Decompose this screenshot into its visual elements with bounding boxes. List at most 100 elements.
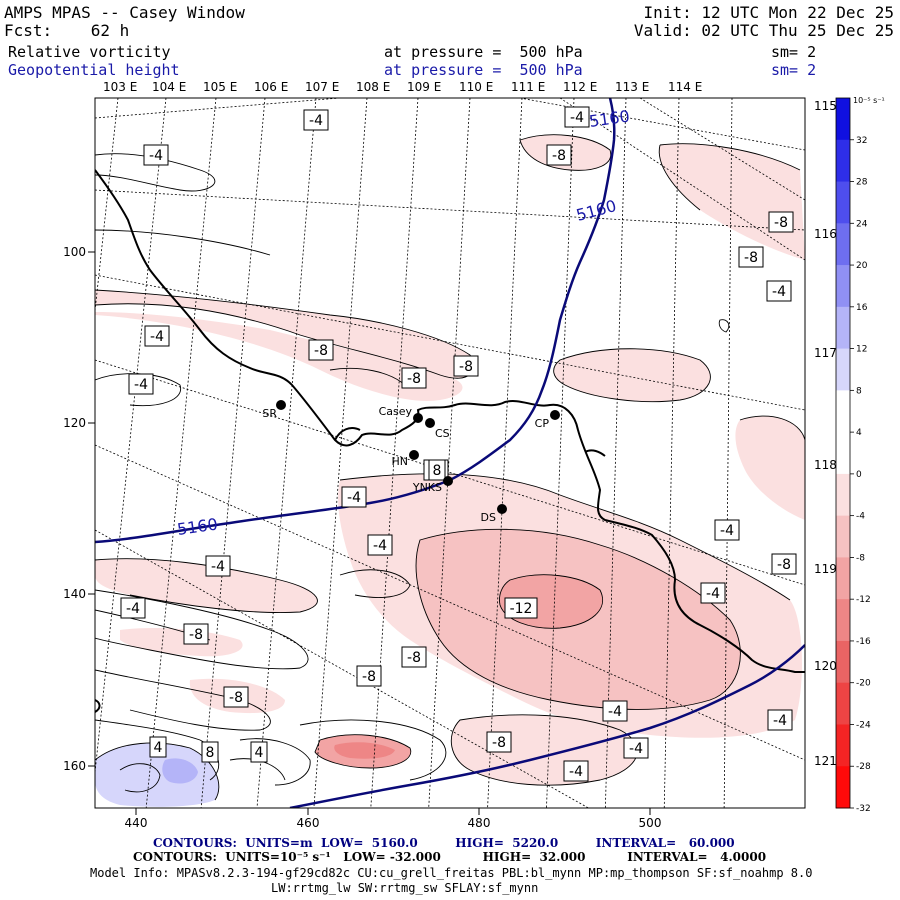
colorbar-segment [836,724,850,767]
vorticity-label-box [308,339,334,361]
axis-ticks [88,251,651,815]
vorticity-label-box [700,582,726,604]
colorbar-tick-label: 32 [856,136,867,146]
x-axis-tick-label: 440 [125,816,148,830]
vorticity-label: -8 [362,669,376,685]
vorticity-label: -8 [744,250,758,266]
vorticity-label-box [149,736,167,758]
valid-time: Valid: 02 UTC Thu 25 Dec 25 [633,21,894,40]
vorticity-label-box [714,519,740,541]
vorticity-label: -4 [608,704,622,720]
x-axis-tick-label: 500 [639,816,662,830]
vorticity-label-box [128,373,154,395]
station-label: DS [481,511,496,524]
vorticity-label: -4 [309,113,323,129]
plot-frame [94,97,806,809]
vorticity-label-box [223,686,249,708]
vorticity-label: -4 [706,586,720,602]
colorbar-tick-label: 8 [856,386,862,396]
colorbar-tick-label: 0 [856,470,862,480]
vorticity-label-box [602,700,628,722]
colorbar-tick-label: 4 [856,428,862,438]
vorticity-label-box [504,597,538,619]
fcst-value: 62 h [90,21,130,40]
vorticity-label: -8 [552,148,566,164]
vorticity-label: 4 [154,740,163,756]
positive-vorticity-shading [95,743,219,807]
station-label: CS [435,427,450,440]
colorbar-segment [836,390,850,433]
vorticity-label: -4 [773,713,787,729]
vorticity-label-box [303,109,329,131]
vorticity-label: -4 [347,490,361,506]
vorticity-label-box [767,709,793,731]
station-dot [550,410,560,420]
vorticity-label: -4 [569,764,583,780]
vorticity-label-box [183,623,209,645]
colorbar-unit: 10⁻⁵ s⁻¹ [853,96,885,105]
lon-label-top: 104 E [152,80,186,94]
vorticity-label: -4 [211,559,225,575]
model-info-line1: Model Info: MPASv8.2.3-194-gf29cd82c CU:… [90,866,813,880]
lon-label-top: 112 E [563,80,597,94]
colorbar-tick-label: 12 [856,345,867,355]
vorticity-label: -4 [570,110,584,126]
x-axis-labels: 440 460 480 500 [125,816,662,830]
y-axis-tick-label: 120 [63,416,86,430]
vorticity-label-box [356,665,382,687]
vorticity-label: -8 [459,359,473,375]
vorticity-label-box [250,741,268,763]
y-axis-tick-label: 160 [63,759,86,773]
field1-name: Relative vorticity [8,43,171,61]
vorticity-label: -4 [150,329,164,345]
vorticity-label-box [367,534,393,556]
colorbar-tick-label: -4 [856,512,865,522]
vorticity-label-box [453,355,479,377]
station-label: HN [392,455,409,468]
colorbar-tick-label: -12 [856,595,871,605]
colorbar-segment [836,599,850,642]
lon-label-top: 111 E [511,80,545,94]
lon-label-top: 113 E [615,80,649,94]
vorticity-label-box [201,741,219,763]
lon-label-top: 103 E [103,80,137,94]
vorticity-label-box [564,106,590,128]
colorbar-tick-label: -24 [856,720,871,730]
colorbar-segment [836,432,850,475]
colorbar-segment [836,557,850,600]
station-dot [276,400,286,410]
lat-lon-grid [95,98,805,808]
init-time: Init: 12 UTC Mon 22 Dec 25 [643,3,894,22]
station-label: Casey [379,405,413,418]
lon-label-top: 105 E [203,80,237,94]
plot-title: AMPS MPAS -- Casey Window [4,3,245,22]
lon-label-top: 110 E [459,80,493,94]
colorbar-segment [836,473,850,517]
vorticity-label: -8 [492,735,506,751]
vorticity-label: -8 [407,650,421,666]
vorticity-label: -4 [772,284,786,300]
station-dot [443,476,453,486]
model-info-line2: LW:rrtmg_lw SW:rrtmg_sw SFLAY:sf_mynn [271,881,539,895]
colorbar-tick-label: -28 [856,762,871,772]
longitude-labels: 103 E 104 E 105 E 106 E 107 E 108 E 109 E 110 E… [103,80,702,94]
field2-level: at pressure = 500 hPa [384,61,583,79]
colorbar: 32 28 24 20 16 12 8 4 0 -4 -8 -12 -16 -20 -24 -28 -32 10⁻… [835,96,885,814]
station-dot [409,450,419,460]
vorticity-label-box [563,760,589,782]
station-dot [425,418,435,428]
vorticity-label: -8 [229,690,243,706]
fcst-label: Fcst: [4,21,53,40]
contours-vorticity-info: CONTOURS: UNITS=10⁻⁵ s⁻¹ LOW= -32.000 HI… [133,850,767,864]
vorticity-label: -12 [510,601,533,617]
field2-smoothing: sm= 2 [771,61,817,79]
station-dot [413,413,423,423]
vorticity-label-box [120,597,146,619]
vorticity-contour-labels: -4 -4 -8 -4 -8 -8 -4 -4 -8 -8 -4 -8 -4 -4 -4 -4 -4 -8 -4 -1… [120,106,797,782]
map-plot-area [95,98,805,808]
forecast-label: Fcst: 62 h [4,22,129,40]
colorbar-segment [836,181,850,224]
